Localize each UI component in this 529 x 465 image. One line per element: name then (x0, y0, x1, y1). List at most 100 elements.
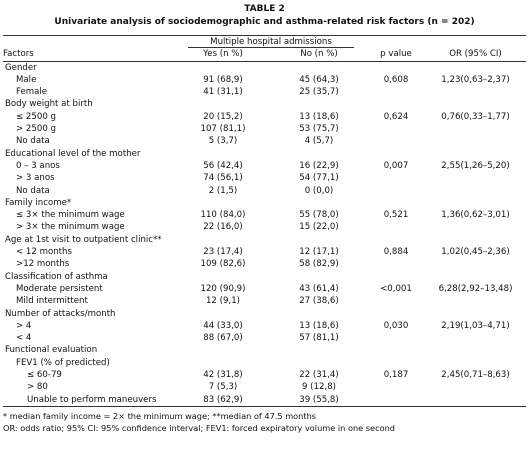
data-row: ≤ 3× the minimum wage 110 (84,0) 55 (78,0)… (3, 209, 526, 221)
group-row: Functional evaluation (3, 344, 526, 356)
cell-yes: 5 (3,7) (208, 136, 238, 147)
table: Multiple hospital admissions Factors Yes … (3, 35, 526, 407)
group-label: Gender (5, 62, 37, 73)
cell-p: 0,521 (383, 210, 409, 221)
cell-no: 12 (17,1) (299, 247, 339, 258)
group-row: Family income* (3, 197, 526, 209)
row-label: > 2500 g (16, 124, 56, 135)
cell-yes: 74 (56,1) (203, 173, 243, 184)
cell-yes: 120 (90,9) (200, 283, 246, 294)
group-row: Educational level of the mother (3, 148, 526, 160)
cell-p: 0,608 (383, 74, 409, 85)
cell-no: 54 (77,1) (299, 173, 339, 184)
column-header: Yes (n %) (175, 48, 271, 62)
cell-no: 55 (78,0) (299, 210, 339, 221)
row-label: ≤ 60-79 (27, 370, 62, 381)
cell-no: 16 (22,9) (299, 160, 339, 171)
cell-or (425, 172, 526, 184)
cell-p (367, 394, 425, 407)
cell-yes: 22 (16,0) (203, 222, 243, 233)
cell-yes: 83 (62,9) (203, 394, 243, 405)
cell-or: 6,28(2,92–13,48) (438, 283, 513, 294)
row-label: ≤ 3× the minimum wage (16, 210, 125, 221)
row-label: < 4 (16, 333, 32, 344)
group-label: Family income* (5, 197, 72, 208)
cell-no: 4 (5,7) (304, 136, 334, 147)
data-row: > 4 44 (33,0) 13 (18,6) 0,030 2,19(1,03–4,71… (3, 320, 526, 332)
cell-p (367, 123, 425, 135)
cell-or (425, 258, 526, 270)
cell-p (367, 172, 425, 184)
cell-or (425, 185, 526, 197)
cell-or (425, 123, 526, 135)
cell-no: 43 (61,4) (299, 283, 339, 294)
cell-yes: 91 (68,9) (203, 74, 243, 85)
cell-yes: 41 (31,1) (203, 87, 243, 98)
cell-yes: 2 (1,5) (208, 185, 238, 196)
column-header: No (n %) (271, 48, 367, 62)
row-label: 0 – 3 anos (16, 160, 60, 171)
cell-no: 27 (38,6) (299, 296, 339, 307)
group-label: Number of attacks/month (5, 308, 116, 319)
document: TABLE 2 Univariate analysis of sociodemo… (3, 4, 526, 433)
row-label: No data (16, 185, 50, 196)
group-row: Body weight at birth (3, 98, 526, 110)
data-row: 0 – 3 anos 56 (42,4) 16 (22,9) 0,007 2,55(1,… (3, 160, 526, 172)
row-label: >12 months (16, 259, 70, 270)
row-label: Moderate persistent (16, 283, 103, 294)
column-spanner: Multiple hospital admissions (188, 37, 354, 48)
cell-no: 39 (55,8) (299, 394, 339, 405)
cell-or: 1,36(0,62–3,01) (441, 210, 510, 221)
column-header: p value (367, 48, 425, 62)
data-row: > 2500 g 107 (81,1) 53 (75,7) (3, 123, 526, 135)
data-row: Male 91 (68,9) 45 (64,3) 0,608 1,23(0,63–2,3… (3, 74, 526, 86)
cell-p: 0,624 (383, 111, 409, 122)
data-row: > 3× the minimum wage 22 (16,0) 15 (22,0) (3, 221, 526, 233)
cell-yes: 109 (82,6) (200, 259, 246, 270)
row-label: > 3× the minimum wage (16, 222, 125, 233)
cell-yes: 56 (42,4) (203, 160, 243, 171)
data-row: < 12 months 23 (17,4) 12 (17,1) 0,884 1,02(0… (3, 246, 526, 258)
row-label: < 12 months (16, 247, 72, 258)
cell-or (425, 86, 526, 98)
cell-p: <0,001 (380, 283, 412, 294)
cell-no: 15 (22,0) (299, 222, 339, 233)
table-title: Univariate analysis of sociodemographic … (54, 17, 475, 27)
cell-p: 0,007 (383, 160, 409, 171)
column-header: Factors (3, 48, 175, 62)
cell-p: 0,884 (383, 247, 409, 258)
cell-or (425, 332, 526, 344)
group-row: Number of attacks/month (3, 308, 526, 320)
cell-no: 9 (12,8) (301, 382, 337, 393)
row-label: Mild intermittent (16, 296, 88, 307)
data-row: Mild intermittent 12 (9,1) 27 (38,6) (3, 295, 526, 307)
row-label: Unable to perform maneuvers (27, 394, 157, 405)
table-body: Gender Male 91 (68,9) 45 (64,3) 0,608 1,23(0,… (3, 61, 526, 406)
data-row: No data 2 (1,5) 0 (0,0) (3, 185, 526, 197)
data-row: ≤ 2500 g 20 (15,2) 13 (18,6) 0,624 0,76(0,33… (3, 111, 526, 123)
row-label: No data (16, 136, 50, 147)
cell-or: 1,23(0,63–2,37) (441, 74, 510, 85)
row-label: Male (16, 74, 37, 85)
cell-no: 0 (0,0) (304, 185, 334, 196)
cell-p (367, 86, 425, 98)
data-row: >12 months 109 (82,6) 58 (82,9) (3, 258, 526, 270)
cell-p: 0,187 (383, 370, 409, 381)
cell-no: 13 (18,6) (299, 111, 339, 122)
data-row: Unable to perform maneuvers 83 (62,9) 39 (… (3, 394, 526, 407)
cell-yes: 107 (81,1) (200, 124, 246, 135)
group-label: Educational level of the mother (5, 148, 141, 159)
group-row: FEV1 (% of predicted) (3, 357, 526, 369)
cell-yes: 44 (33,0) (203, 320, 243, 331)
data-row: ≤ 60-79 42 (31,8) 22 (31,4) 0,187 2,45(0,71–… (3, 369, 526, 381)
row-label: Female (16, 87, 48, 98)
row-label: > 3 anos (16, 173, 55, 184)
cell-or (425, 221, 526, 233)
cell-no: 13 (18,6) (299, 320, 339, 331)
group-row: Gender (3, 61, 526, 74)
data-row: No data 5 (3,7) 4 (5,7) (3, 135, 526, 147)
group-label: Classification of asthma (5, 271, 108, 282)
group-label: Body weight at birth (5, 99, 93, 110)
cell-or: 0,76(0,33–1,77) (441, 111, 510, 122)
